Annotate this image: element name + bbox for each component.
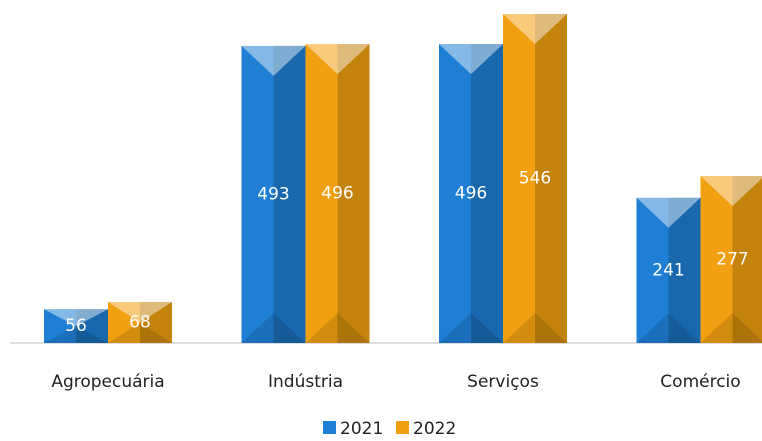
bar-bevel-bottom xyxy=(241,313,306,343)
bar-bevel-bottom xyxy=(44,326,108,343)
data-label: 68 xyxy=(129,313,151,333)
bar xyxy=(305,44,370,343)
bar-bevel-top xyxy=(305,44,370,75)
legend-swatch xyxy=(323,421,336,434)
legend: 2021 2022 xyxy=(323,419,456,439)
x-tick-label: Indústria xyxy=(268,372,343,392)
bar xyxy=(439,44,503,343)
bar-shade xyxy=(535,14,567,343)
x-tick-label: Agropecuária xyxy=(51,372,164,392)
x-tick-label: Comércio xyxy=(660,372,740,392)
bar-bevel-bottom xyxy=(439,313,503,343)
data-label: 496 xyxy=(455,184,487,204)
legend-label: 2021 xyxy=(340,419,383,439)
bar-bevel-bottom xyxy=(305,313,370,343)
bar xyxy=(636,197,701,343)
bar-bevel-bottom xyxy=(503,313,567,343)
bar-bevel-bottom xyxy=(108,322,172,343)
bar xyxy=(108,302,172,343)
bar xyxy=(44,309,108,343)
data-label: 496 xyxy=(321,184,353,204)
bar-shade xyxy=(471,44,503,343)
data-label: 277 xyxy=(716,250,748,270)
x-tick-label: Serviços xyxy=(467,372,539,392)
bar-bevel-top xyxy=(108,302,172,323)
bar xyxy=(241,45,306,343)
data-label: 241 xyxy=(652,260,684,280)
bar-shade xyxy=(273,45,306,343)
bar-shade xyxy=(337,44,370,343)
bar-shade xyxy=(140,302,172,343)
bar-shade xyxy=(732,176,762,343)
bar-bevel-top xyxy=(439,44,503,75)
bar-bevel-top xyxy=(700,176,762,207)
data-label: 546 xyxy=(519,169,551,189)
data-label: 56 xyxy=(65,316,87,336)
bar-bevel-bottom xyxy=(700,313,762,343)
bar-bevel-top xyxy=(503,14,567,44)
bar-bevel-top xyxy=(636,197,701,228)
bar-bevel-top xyxy=(241,45,306,76)
bar xyxy=(700,176,762,343)
legend-swatch xyxy=(396,421,409,434)
data-label: 493 xyxy=(257,184,289,204)
bar-bevel-top xyxy=(44,309,108,327)
legend-label: 2022 xyxy=(413,419,456,439)
bar-shade xyxy=(76,309,108,343)
bar-shade xyxy=(668,197,701,343)
bar-bevel-bottom xyxy=(636,313,701,343)
bar xyxy=(503,14,567,343)
